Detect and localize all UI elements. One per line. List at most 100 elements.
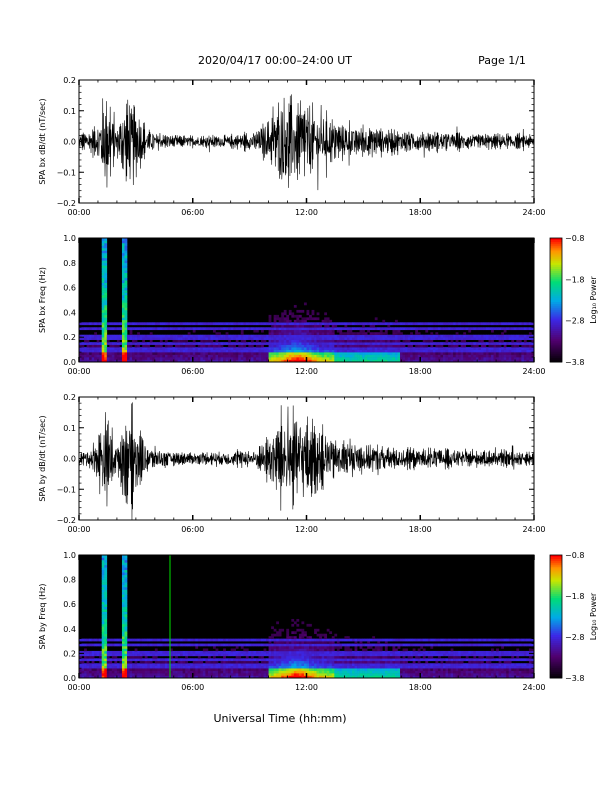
spectrogram-cell — [255, 675, 259, 679]
spectrogram-cell — [291, 357, 295, 360]
spectrogram-cell — [314, 324, 317, 328]
spectrogram-cell — [177, 658, 181, 662]
spectrogram-cell — [316, 357, 320, 360]
y-tick-label: −0.2 — [57, 199, 76, 208]
spectrogram-cell — [124, 267, 128, 271]
spectrogram-cell — [124, 555, 128, 558]
spectrogram-cell — [286, 653, 290, 657]
spectrogram-cell — [207, 327, 211, 331]
spectrogram-cell — [288, 643, 292, 647]
spectrogram-cell — [218, 337, 221, 340]
spectrogram-cell — [127, 670, 130, 674]
spectrogram-cell — [243, 648, 247, 652]
spectrogram-cell — [526, 342, 530, 345]
spectrogram-cell — [389, 339, 393, 343]
spectrogram-cell — [298, 660, 302, 664]
spectrogram-cell — [200, 344, 204, 348]
spectrogram-cell — [170, 357, 173, 360]
spectrogram-cell — [344, 354, 348, 358]
spectrogram-cell — [491, 327, 494, 331]
spectrogram-cell — [187, 663, 191, 666]
spectrogram-cell — [296, 675, 300, 679]
spectrogram-cell — [460, 322, 464, 326]
spectrogram-cell — [124, 277, 128, 281]
colorbar-tick-label: −0.8 — [565, 234, 584, 243]
spectrogram-cell — [374, 342, 378, 345]
spectrogram-cell — [324, 660, 328, 664]
spectrogram-cell — [152, 337, 156, 340]
spectrogram-cell — [374, 653, 378, 657]
spectrogram-cell — [392, 668, 396, 671]
spectrogram-cell — [149, 327, 153, 331]
spectrogram-cell — [316, 650, 320, 654]
spectrogram-cell — [359, 357, 363, 360]
spectrogram-cell — [167, 650, 171, 654]
spectrogram-cell — [104, 569, 108, 573]
spectrogram-cell — [104, 609, 108, 612]
spectrogram-cell — [331, 641, 335, 644]
spectrogram-cell — [250, 344, 254, 348]
spectrogram-cell — [238, 658, 242, 662]
spectrogram-cell — [372, 668, 376, 671]
spectrogram-cell — [235, 668, 239, 671]
spectrogram-cell — [268, 342, 272, 345]
spectrogram-cell — [422, 327, 426, 331]
spectrogram-cell — [384, 349, 388, 353]
spectrogram-cell — [344, 643, 348, 647]
spectrogram-cell — [81, 643, 85, 647]
spectrogram-cell — [192, 665, 196, 669]
spectrogram-cell — [212, 354, 216, 358]
spectrogram-cell — [121, 312, 125, 316]
spectrogram-cell — [321, 329, 325, 333]
spectrogram-cell — [99, 643, 103, 647]
spectrogram-cell — [124, 655, 128, 659]
spectrogram-cell — [235, 673, 239, 676]
spectrogram-cell — [293, 663, 297, 666]
spectrogram-cell — [197, 668, 201, 671]
spectrogram-cell — [180, 665, 183, 669]
spectrogram-cell — [528, 337, 532, 340]
spectrogram-cell — [440, 359, 444, 363]
spectrogram-cell — [306, 646, 310, 649]
spectrogram-cell — [101, 589, 105, 593]
spectrogram-cell — [192, 339, 196, 343]
spectrogram-cell — [121, 614, 125, 617]
spectrogram-cell — [202, 337, 206, 340]
spectrogram-cell — [91, 660, 95, 664]
spectrogram-cell — [339, 337, 343, 340]
spectrogram-cell — [331, 663, 335, 666]
spectrogram-cell — [205, 650, 209, 654]
spectrogram-cell — [154, 359, 158, 363]
spectrogram-cell — [124, 559, 128, 563]
spectrogram-cell — [205, 334, 209, 338]
spectrogram-cell — [86, 653, 90, 657]
spectrogram-cell — [192, 653, 196, 657]
spectrogram-cell — [475, 344, 479, 348]
spectrogram-cell — [187, 638, 191, 642]
spectrogram-cell — [124, 307, 128, 311]
spectrogram-cell — [180, 342, 183, 345]
spectrogram-cell — [331, 327, 335, 331]
spectrogram-cell — [334, 359, 338, 363]
spectrogram-cell — [443, 354, 446, 358]
spectrogram-cell — [101, 287, 105, 291]
spectrogram-cell — [192, 357, 196, 360]
spectrogram-cell — [207, 342, 211, 345]
spectrogram-cell — [309, 648, 312, 652]
spectrogram-cell — [346, 359, 350, 363]
spectrogram-cell — [207, 663, 211, 666]
spectrogram-cell — [491, 322, 494, 326]
spectrogram-cell — [268, 650, 272, 654]
spectrogram-cell — [195, 322, 199, 326]
spectrogram-cell — [339, 646, 343, 649]
spectrogram-cell — [266, 638, 269, 642]
spectrogram-cell — [521, 349, 525, 353]
spectrogram-cell — [329, 327, 333, 331]
spectrogram-cell — [137, 673, 140, 676]
spectrogram-cell — [167, 675, 171, 679]
spectrogram-cell — [207, 344, 211, 348]
spectrogram-cell — [167, 337, 171, 340]
spectrogram-cell — [314, 658, 317, 662]
spectrogram-cell — [167, 643, 171, 647]
spectrogram-cell — [147, 653, 151, 657]
